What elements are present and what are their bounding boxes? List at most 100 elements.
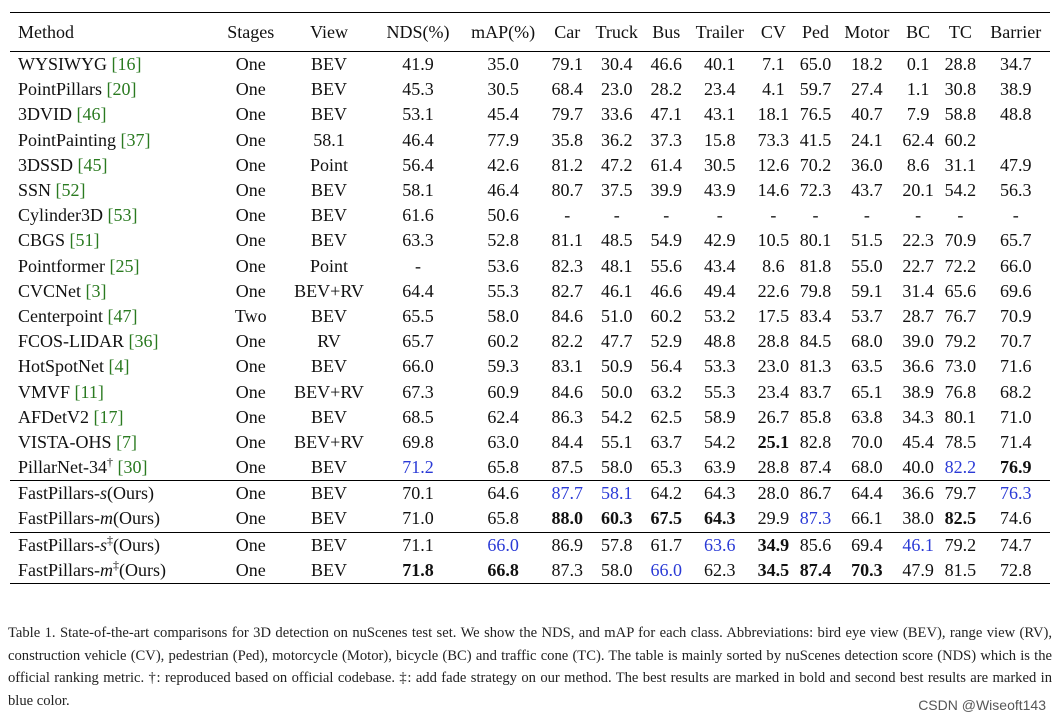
value-cell: 54.9	[650, 230, 683, 251]
value-cell: 47.7	[600, 331, 633, 352]
value-cell: 55.1	[600, 431, 633, 452]
citation-link[interactable]: [16]	[111, 54, 142, 75]
citation-link[interactable]: [52]	[55, 180, 86, 201]
view-cell: BEV+RV	[294, 381, 364, 402]
value-cell: 71.1	[375, 531, 461, 558]
method-cell: 3DSSD [45]	[10, 153, 219, 178]
value-cell: 36.6	[897, 480, 940, 507]
column-header: Motor	[836, 12, 898, 52]
value-cell: 69.6	[999, 280, 1032, 301]
value-cell: 84.5	[799, 331, 832, 352]
citation-link[interactable]: [11]	[74, 381, 104, 402]
method-cell: Cylinder3D [53]	[10, 203, 219, 228]
value-cell: 58.1	[402, 180, 434, 201]
method-footnote-mark: †	[106, 455, 113, 470]
citation-link[interactable]: [7]	[116, 431, 138, 452]
value-cell: 82.2	[551, 331, 583, 352]
value-cell: 46.4	[487, 180, 519, 201]
table-row: PillarNet-34† [30] One BEV 71.2 65.8 87.5 58.0…	[10, 455, 1050, 481]
citation-link[interactable]: [30]	[117, 457, 148, 478]
value-cell: -	[1012, 205, 1019, 226]
stages-cell: One	[219, 531, 283, 558]
value-cell: 22.3	[902, 230, 934, 251]
value-cell: 20.1	[902, 180, 934, 201]
value-cell: 76.8	[944, 381, 977, 402]
method-cell: HotSpotNet [4]	[10, 354, 219, 379]
table-row: HotSpotNet [4] One BEV 66.0 59.3 83.1 50.9 56.4…	[10, 354, 1050, 379]
value-cell: 34.3	[902, 406, 934, 427]
value-cell: 52.8	[487, 230, 519, 251]
value-cell: 45.4	[902, 431, 934, 452]
citation-link[interactable]: [53]	[107, 205, 138, 226]
column-header: Trailer	[687, 12, 753, 52]
value-cell: 80.7	[551, 180, 583, 201]
citation-link[interactable]: [3]	[85, 280, 107, 301]
method-name: PointPainting	[18, 129, 121, 150]
value-cell: 85.6	[794, 531, 837, 558]
value-cell: 81.8	[799, 255, 832, 276]
value-cell: 79.7	[551, 104, 583, 125]
value-cell: 22.7	[902, 255, 934, 276]
value-cell: 63.0	[487, 431, 519, 452]
view-cell: BEV	[311, 180, 348, 201]
citation-link[interactable]: [25]	[109, 255, 140, 276]
value-cell: 23.0	[757, 356, 790, 377]
citation-link[interactable]: [51]	[69, 230, 100, 251]
citation-link[interactable]: [20]	[106, 79, 137, 100]
value-cell: 79.2	[939, 531, 982, 558]
method-cell: PillarNet-34† [30]	[10, 455, 219, 481]
value-cell: 48.5	[600, 230, 633, 251]
method-cell: SSN [52]	[10, 178, 219, 203]
value-cell: 53.7	[851, 305, 883, 326]
value-cell: 47.2	[600, 154, 633, 175]
citation-link[interactable]: [36]	[128, 331, 159, 352]
value-cell	[981, 128, 1050, 153]
value-cell: 53.2	[704, 305, 736, 326]
value-cell: 82.5	[944, 508, 977, 529]
method-cell: AFDetV2 [17]	[10, 405, 219, 430]
value-cell: 70.9	[944, 230, 977, 251]
value-cell: 50.0	[600, 381, 633, 402]
value-cell: 17.5	[757, 305, 790, 326]
value-cell: 46.6	[650, 280, 683, 301]
value-cell: 53.1	[402, 104, 434, 125]
table-row: Centerpoint [47] Two BEV 65.5 58.0 84.6 51.0 60…	[10, 304, 1050, 329]
value-cell: 47.9	[897, 557, 940, 584]
citation-link[interactable]: [45]	[77, 154, 108, 175]
value-cell: 63.2	[650, 381, 683, 402]
method-name: FastPillars-	[18, 559, 101, 580]
value-cell: 33.6	[600, 104, 633, 125]
value-cell: 41.5	[799, 129, 832, 150]
value-cell: 48.8	[999, 104, 1032, 125]
table-row: VMVF [11] One BEV+RV 67.3 60.9 84.6 50.0 63.2 55…	[10, 379, 1050, 404]
citation-link[interactable]: [37]	[120, 129, 151, 150]
value-cell: 28.7	[902, 305, 934, 326]
value-cell: 70.9	[999, 305, 1032, 326]
value-cell: 82.8	[799, 431, 832, 452]
value-cell: 62.3	[687, 557, 753, 584]
value-cell: 25.1	[757, 431, 790, 452]
citation-link[interactable]: [46]	[76, 104, 107, 125]
value-cell: 50.6	[487, 205, 519, 226]
citation-link[interactable]: [4]	[108, 356, 130, 377]
value-cell: 43.1	[704, 104, 736, 125]
value-cell: 79.1	[551, 54, 583, 75]
method-name: VISTA-OHS	[18, 431, 117, 452]
value-cell: 4.1	[762, 79, 785, 100]
citation-link[interactable]: [47]	[107, 305, 138, 326]
column-header: View	[282, 12, 376, 52]
view-cell: BEV	[311, 104, 348, 125]
column-header: Bus	[645, 12, 688, 52]
value-cell: -	[770, 205, 777, 226]
column-header: TC	[939, 12, 982, 52]
view-cell: BEV	[311, 79, 348, 100]
value-cell: 63.5	[851, 356, 883, 377]
citation-link[interactable]: [17]	[93, 406, 124, 427]
value-cell: 84.4	[551, 431, 583, 452]
value-cell: 45.3	[402, 79, 434, 100]
value-cell: 7.1	[762, 54, 785, 75]
value-cell: 46.4	[402, 129, 434, 150]
value-cell: 45.4	[487, 104, 519, 125]
value-cell: 63.3	[402, 230, 434, 251]
value-cell: 55.3	[487, 280, 519, 301]
